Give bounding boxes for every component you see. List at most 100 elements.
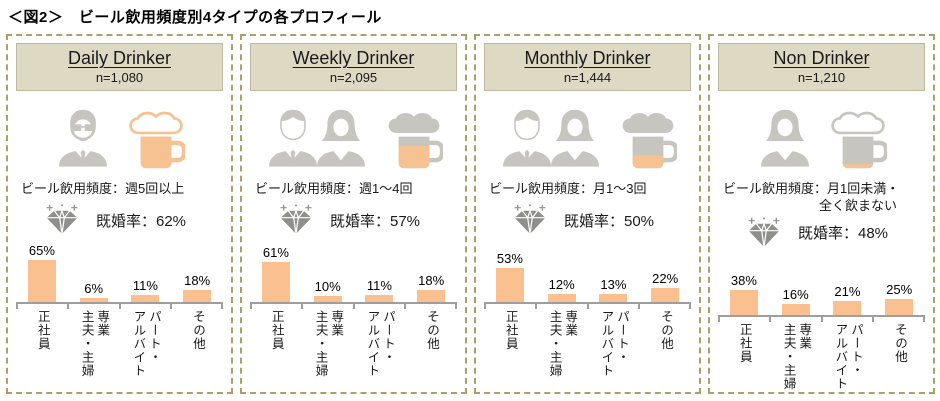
beer-handle xyxy=(170,140,185,163)
bar-value-label: 11% xyxy=(132,277,158,293)
married-row: 既婚率：48% xyxy=(718,215,925,251)
bar xyxy=(495,267,524,302)
panel-sample-size: n=1,210 xyxy=(797,70,846,85)
person-icons xyxy=(499,100,603,174)
category-label: その他 xyxy=(892,322,907,364)
bar xyxy=(79,298,108,302)
bar xyxy=(781,304,810,315)
tie xyxy=(80,149,85,164)
sparkles xyxy=(514,204,546,211)
tie xyxy=(524,149,529,164)
beer-handle xyxy=(662,140,677,163)
frequency-label: ビール飲用頻度：月1～3回 xyxy=(484,181,691,202)
bar-group: 25% xyxy=(873,282,925,315)
married-rate: 既婚率：50% xyxy=(564,212,655,230)
panel-sample-size: n=1,080 xyxy=(95,70,144,85)
bar-value-label: 53% xyxy=(496,250,523,266)
beer-liquid xyxy=(140,136,171,169)
married-row: 既婚率：62% xyxy=(16,202,223,238)
bar-group: 65% xyxy=(16,243,68,302)
employment-bar-chart: 38% 16% 21% 25% xyxy=(718,255,925,401)
diamond-ring-icon xyxy=(280,204,312,234)
diamond-ring-icon xyxy=(46,204,78,234)
panel-weekly-drinker: Weekly Drinker n=2,095 xyxy=(240,34,467,394)
category-label: パート・ アルバイト xyxy=(599,310,629,378)
category-label: 専業 主夫・主婦 xyxy=(547,310,578,378)
bar xyxy=(599,293,628,302)
bar-value-label: 12% xyxy=(548,277,575,293)
bar xyxy=(261,262,290,302)
diamond-ring-icon xyxy=(748,217,780,247)
married-rate: 既婚率：62% xyxy=(96,212,187,230)
bar-group: 10% xyxy=(302,279,354,302)
bar xyxy=(651,287,680,302)
beer-mug-icon xyxy=(128,111,185,169)
beer-foam xyxy=(388,113,439,133)
married-row: 既婚率：50% xyxy=(484,202,691,238)
category-label: 正社員 xyxy=(503,310,518,351)
bar-group: 11% xyxy=(354,278,406,302)
bar xyxy=(833,301,862,315)
person-icons xyxy=(757,100,813,174)
employment-bar-chart: 61% 10% 11% 18% xyxy=(250,242,457,388)
married-row: 既婚率：57% xyxy=(250,202,457,238)
panels-row: Daily Drinker n=1,080 xyxy=(6,34,935,394)
bar-group: 18% xyxy=(405,273,457,302)
category-labels: 正社員 専業 主夫・主婦 パート・ アルバイト その他 xyxy=(484,310,691,388)
beer-foam xyxy=(128,111,183,135)
frequency-line2: 全く飲まない xyxy=(819,197,898,213)
frequency-line1: ビール飲用頻度：週5回以上 xyxy=(21,181,185,196)
bar-group: 6% xyxy=(68,281,120,302)
bar-group: 53% xyxy=(484,251,536,302)
category-label: 正社員 xyxy=(269,310,284,351)
beer-liquid xyxy=(842,164,873,169)
category-label: パート・ アルバイト xyxy=(833,322,863,391)
category-labels: 正社員 専業 主夫・主婦 パート・ アルバイト その他 xyxy=(250,310,457,388)
man-icon xyxy=(268,109,317,167)
beer-foam xyxy=(622,113,673,133)
person-icons xyxy=(265,100,369,174)
panel-title: Monthly Drinker xyxy=(524,48,651,68)
panel-sample-size: n=1,444 xyxy=(563,70,612,85)
bar xyxy=(131,294,160,302)
category-labels: 正社員 専業 主夫・主婦 パート・ アルバイト その他 xyxy=(16,310,223,388)
bar-value-label: 13% xyxy=(600,276,627,292)
panel-title: Daily Drinker xyxy=(67,48,172,68)
panel-header: Weekly Drinker n=2,095 xyxy=(250,43,457,91)
icons-row xyxy=(16,100,223,174)
beer-mug-icon xyxy=(830,111,887,169)
bar-value-label: 18% xyxy=(418,273,445,289)
bar-group: 12% xyxy=(536,277,588,302)
x-axis xyxy=(718,314,925,322)
bar-value-label: 16% xyxy=(782,287,809,303)
beer-handle xyxy=(872,140,887,163)
employment-bar-chart: 53% 12% 13% 22% xyxy=(484,242,691,388)
category-label: その他 xyxy=(658,310,673,351)
bar-group: 21% xyxy=(822,284,874,315)
bar-group: 11% xyxy=(120,278,172,302)
frequency-line1: ビール飲用頻度：週1～4回 xyxy=(255,181,413,196)
panel-header: Daily Drinker n=1,080 xyxy=(16,43,223,91)
bar-value-label: 25% xyxy=(886,281,913,297)
category-label: 専業 主夫・主婦 xyxy=(313,310,344,378)
category-label: 正社員 xyxy=(737,322,752,364)
frequency-line1: ビール飲用頻度：月1回未満・ xyxy=(723,181,900,196)
category-label: その他 xyxy=(190,310,205,351)
frequency-label: ビール飲用頻度：週1～4回 xyxy=(250,181,457,202)
bar xyxy=(417,290,446,302)
bar-group: 61% xyxy=(250,245,302,302)
woman-icon xyxy=(760,109,809,167)
woman-icon xyxy=(316,109,365,167)
mustache xyxy=(75,135,90,141)
frequency-line1: ビール飲用頻度：月1～3回 xyxy=(489,181,647,196)
category-label: 正社員 xyxy=(35,310,50,351)
bar-group: 16% xyxy=(770,287,822,315)
woman-icon xyxy=(550,109,599,167)
glasses-left-lens xyxy=(72,124,81,131)
panel-non-drinker: Non Drinker n=1,210 xyxy=(708,34,935,394)
beer-handle xyxy=(428,140,443,163)
beer-mug-icon xyxy=(622,113,677,169)
panel-monthly-drinker: Monthly Drinker n=1,444 xyxy=(474,34,701,394)
category-label: その他 xyxy=(424,310,439,351)
